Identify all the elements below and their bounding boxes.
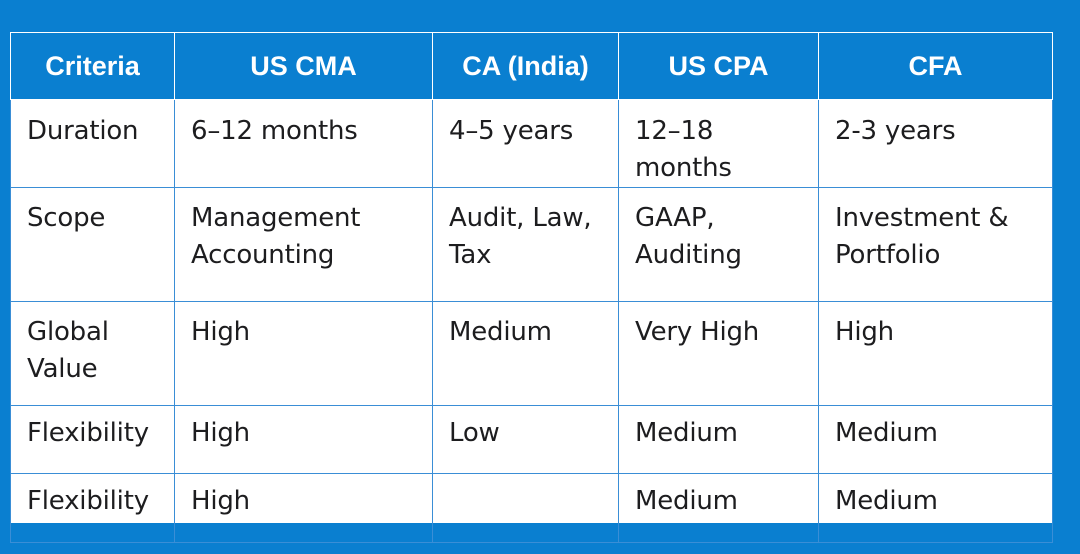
cell-value: Medium	[635, 418, 738, 448]
table-cell: GAAP, Auditing	[618, 187, 819, 302]
table-cell: Medium	[618, 405, 819, 474]
cell-value: High	[191, 486, 250, 516]
header-us-cpa: US CPA	[618, 32, 819, 100]
cell-value: Medium	[835, 486, 938, 516]
cell-value: Medium	[449, 317, 552, 347]
cell-value: Low	[449, 418, 500, 448]
table-row-scope: Scope Management Accounting Audit, Law, …	[10, 187, 1053, 302]
comparison-table-container: Criteria US CMA CA (India) US CPA CFA Du…	[10, 32, 1053, 543]
table-row-global-value: Global Value High Medium Very High High	[10, 301, 1053, 406]
row-label: Global Value	[27, 317, 109, 384]
cell-value: High	[191, 418, 250, 448]
table-cell: Duration	[10, 99, 175, 188]
table-cell: Scope	[10, 187, 175, 302]
row-label: Scope	[27, 203, 106, 233]
cell-value: 2-3 years	[835, 116, 956, 146]
table-cell: 2-3 years	[818, 99, 1053, 188]
cell-value: GAAP, Auditing	[635, 203, 742, 270]
cell-value: 4–5 years	[449, 116, 574, 146]
table-cell: Very High	[618, 301, 819, 406]
cell-value: 6–12 months	[191, 116, 358, 146]
table-cell	[432, 473, 619, 543]
table-cell: Medium	[618, 473, 819, 543]
cell-value: Investment & Portfolio	[835, 203, 1009, 270]
cell-value: Medium	[635, 486, 738, 516]
table-cell: Flexibility	[10, 473, 175, 543]
table-cell: High	[174, 405, 433, 474]
row-label: Duration	[27, 116, 139, 146]
cell-value: Management Accounting	[191, 203, 361, 270]
table-row-flexibility: Flexibility High Low Medium Medium	[10, 405, 1053, 474]
table-cell: Flexibility	[10, 405, 175, 474]
cell-value: High	[191, 317, 250, 347]
table-cell: Investment & Portfolio	[818, 187, 1053, 302]
comparison-table: Criteria US CMA CA (India) US CPA CFA Du…	[10, 32, 1053, 543]
header-ca-india: CA (India)	[432, 32, 619, 100]
row-label: Flexibility	[27, 486, 149, 516]
header-criteria: Criteria	[10, 32, 175, 100]
table-cell: Medium	[818, 473, 1053, 543]
table-cell: Medium	[818, 405, 1053, 474]
table-cell: 12–18 months	[618, 99, 819, 188]
table-cell: Management Accounting	[174, 187, 433, 302]
row-label: Flexibility	[27, 418, 149, 448]
table-cell: Low	[432, 405, 619, 474]
header-cfa: CFA	[818, 32, 1053, 100]
table-cell: Audit, Law, Tax	[432, 187, 619, 302]
table-cell: High	[174, 301, 433, 406]
cell-value: Audit, Law, Tax	[449, 203, 592, 270]
cell-value: Medium	[835, 418, 938, 448]
table-cell: Global Value	[10, 301, 175, 406]
table-cell: Medium	[432, 301, 619, 406]
cell-value: High	[835, 317, 894, 347]
table-header-row: Criteria US CMA CA (India) US CPA CFA	[10, 32, 1053, 100]
header-us-cma: US CMA	[174, 32, 433, 100]
table-cell: High	[818, 301, 1053, 406]
cell-value: 12–18 months	[635, 116, 732, 183]
table-row-duration: Duration 6–12 months 4–5 years 12–18 mon…	[10, 99, 1053, 188]
table-cell: 4–5 years	[432, 99, 619, 188]
cell-value: Very High	[635, 317, 760, 347]
table-row-flexibility-2: Flexibility High Medium Medium	[10, 473, 1053, 543]
table-cell: High	[174, 473, 433, 543]
table-cell: 6–12 months	[174, 99, 433, 188]
